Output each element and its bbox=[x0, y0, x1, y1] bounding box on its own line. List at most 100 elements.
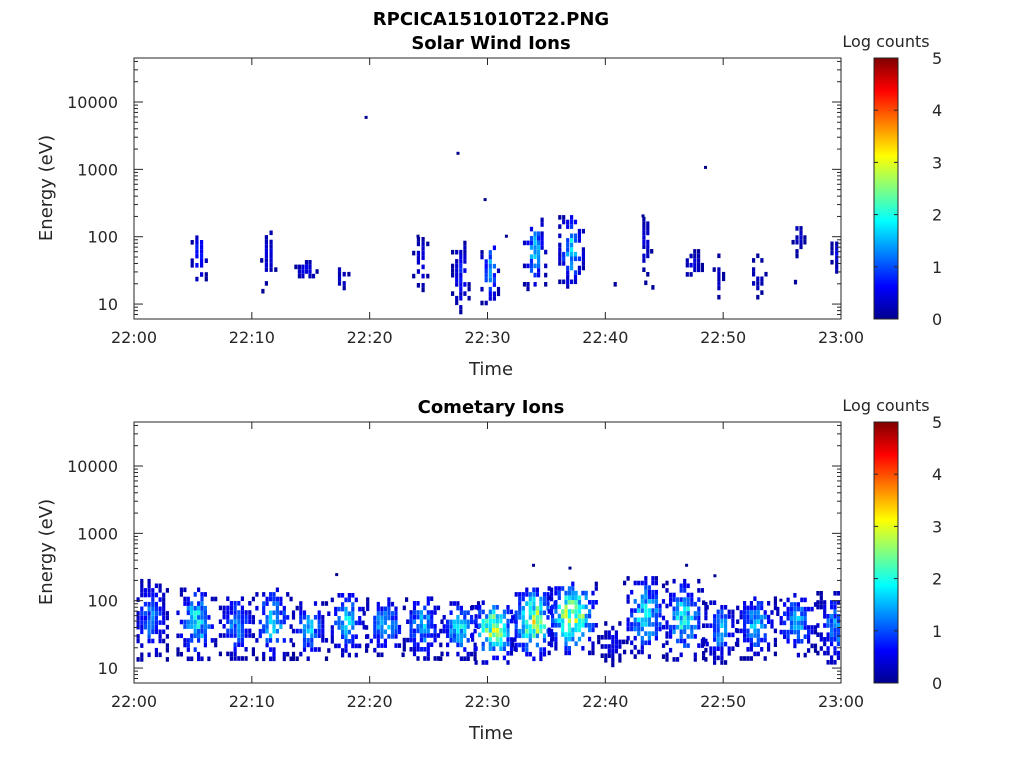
heatmap-cell bbox=[803, 634, 807, 639]
heatmap-cell bbox=[535, 615, 539, 620]
heatmap-cell bbox=[833, 637, 837, 642]
x-tick-label: 22:00 bbox=[111, 692, 157, 711]
heatmap-cell bbox=[529, 245, 534, 250]
heatmap-cell bbox=[637, 580, 641, 586]
heatmap-cell bbox=[244, 619, 248, 624]
heatmap-cell bbox=[311, 273, 316, 279]
heatmap-cell bbox=[823, 650, 827, 656]
heatmap-cell bbox=[537, 268, 541, 273]
heatmap-cell bbox=[310, 619, 314, 625]
heatmap-cell bbox=[686, 624, 690, 630]
heatmap-cell bbox=[736, 637, 740, 643]
heatmap-cell bbox=[697, 615, 701, 621]
heatmap-cell bbox=[264, 244, 268, 249]
heatmap-cell bbox=[571, 581, 575, 587]
heatmap-cell bbox=[430, 610, 434, 615]
heatmap-cell bbox=[528, 610, 532, 616]
heatmap-cell bbox=[154, 652, 158, 658]
heatmap-cell bbox=[269, 267, 273, 272]
heatmap-cell bbox=[197, 651, 201, 657]
heatmap-cell bbox=[197, 587, 201, 593]
colorbar-label: Log counts bbox=[842, 32, 929, 51]
heatmap-cell bbox=[633, 599, 637, 604]
heatmap-cell bbox=[449, 628, 453, 634]
heatmap-cell bbox=[176, 651, 180, 657]
heatmap-cell bbox=[535, 592, 539, 597]
heatmap-cell bbox=[200, 656, 204, 662]
heatmap-cell bbox=[533, 240, 537, 246]
heatmap-cell bbox=[731, 609, 735, 615]
heatmap-cell bbox=[419, 614, 423, 620]
heatmap-cell bbox=[717, 253, 721, 259]
heatmap-cell bbox=[452, 624, 457, 629]
heatmap-cell bbox=[394, 606, 398, 612]
heatmap-cell bbox=[369, 638, 373, 644]
heatmap-cell bbox=[749, 637, 753, 643]
heatmap-cell bbox=[436, 656, 441, 661]
heatmap-cell bbox=[274, 267, 278, 272]
heatmap-cell bbox=[683, 583, 687, 589]
heatmap-cell bbox=[317, 633, 321, 638]
heatmap-cell bbox=[237, 637, 241, 643]
heatmap-cell bbox=[756, 610, 760, 615]
heatmap-cell bbox=[644, 576, 648, 581]
heatmap-cell bbox=[683, 615, 687, 621]
heatmap-cell bbox=[537, 231, 541, 236]
heatmap-cell bbox=[467, 286, 471, 292]
heatmap-cell bbox=[537, 263, 541, 269]
x-tick-label: 22:00 bbox=[111, 328, 157, 347]
heatmap-cell bbox=[535, 642, 539, 648]
heatmap-cell bbox=[570, 242, 574, 248]
heatmap-cell bbox=[383, 629, 387, 635]
heatmap-cell bbox=[743, 610, 747, 615]
heatmap-cell bbox=[376, 629, 380, 635]
heatmap-cell bbox=[492, 291, 496, 297]
heatmap-cell bbox=[532, 615, 536, 620]
heatmap-cell bbox=[147, 578, 151, 584]
heatmap-cell bbox=[558, 215, 562, 220]
heatmap-cell bbox=[463, 245, 467, 250]
heatmap-cell bbox=[525, 587, 529, 593]
heatmap-cell bbox=[265, 628, 269, 634]
heatmap-cell bbox=[697, 253, 701, 259]
heatmap-cell bbox=[502, 628, 506, 633]
heatmap-cell bbox=[317, 615, 321, 620]
heatmap-cell bbox=[654, 635, 658, 641]
heatmap-cell bbox=[143, 620, 147, 625]
heatmap-cell bbox=[796, 616, 800, 621]
heatmap-cell bbox=[337, 616, 341, 621]
y-tick-label: 10000 bbox=[67, 93, 118, 112]
heatmap-cell bbox=[584, 613, 588, 619]
heatmap-cell bbox=[570, 238, 574, 243]
heatmap-cell bbox=[265, 615, 269, 620]
heatmap-cell bbox=[244, 647, 248, 652]
heatmap-cell bbox=[581, 646, 585, 651]
heatmap-cell bbox=[669, 601, 673, 607]
heatmap-cell bbox=[562, 261, 566, 266]
heatmap-cell bbox=[433, 605, 437, 611]
heatmap-cell bbox=[324, 638, 329, 643]
heatmap-cell bbox=[574, 641, 578, 646]
heatmap-cell bbox=[705, 605, 709, 610]
heatmap-cell bbox=[763, 624, 767, 629]
heatmap-cell bbox=[564, 600, 568, 605]
heatmap-cell bbox=[341, 629, 345, 635]
heatmap-cell bbox=[488, 254, 492, 260]
heatmap-cell bbox=[426, 610, 430, 615]
heatmap-cell bbox=[532, 596, 536, 602]
heatmap-cell bbox=[542, 592, 547, 597]
heatmap-cell bbox=[567, 609, 571, 614]
heatmap-cell bbox=[136, 611, 140, 616]
heatmap-cell bbox=[514, 647, 518, 652]
heatmap-cell bbox=[756, 637, 760, 643]
heatmap-cell bbox=[690, 615, 694, 621]
heatmap-cell bbox=[416, 255, 420, 260]
heatmap-cell bbox=[713, 628, 717, 633]
heatmap-cell bbox=[269, 230, 273, 236]
heatmap-cell bbox=[693, 601, 697, 607]
heatmap-cell bbox=[554, 600, 558, 605]
heatmap-cell bbox=[416, 647, 420, 652]
x-tick-label: 22:40 bbox=[582, 328, 628, 347]
heatmap-cell bbox=[426, 628, 430, 634]
heatmap-cell bbox=[176, 633, 180, 639]
